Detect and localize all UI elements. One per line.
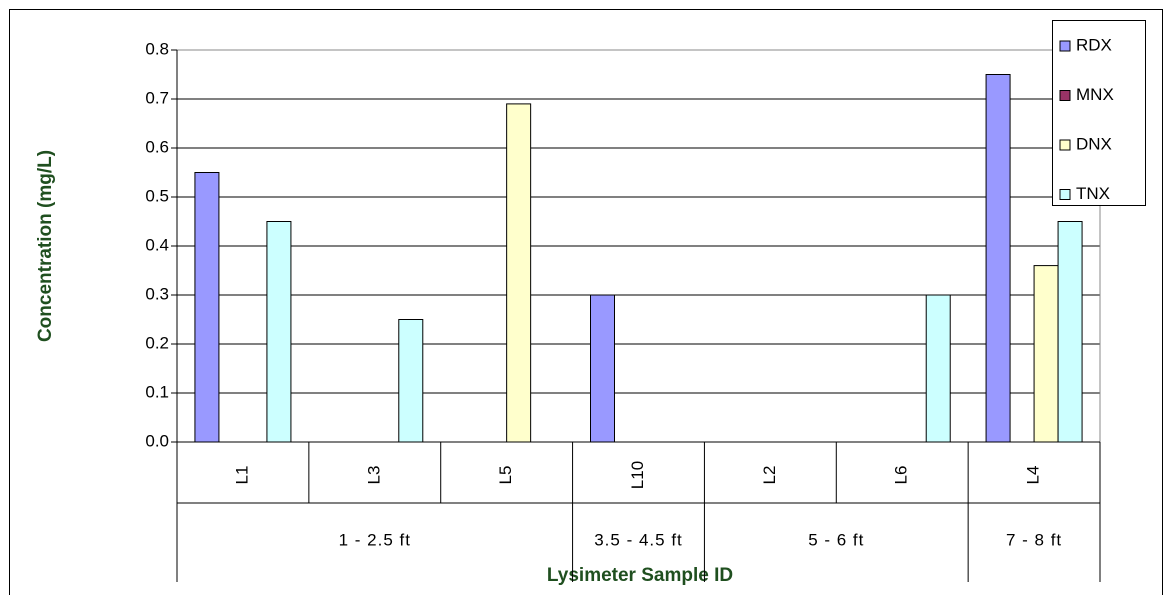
y-tick-label: 0.8 <box>145 39 169 58</box>
x-tick-label: L1 <box>232 466 251 485</box>
bar <box>398 319 424 443</box>
y-tick-label: 0.4 <box>145 235 169 254</box>
y-tick-label: 0.3 <box>145 284 169 303</box>
bar <box>266 221 292 443</box>
bar <box>506 103 532 443</box>
legend-box <box>1052 20 1146 206</box>
legend-label: RDX <box>1076 35 1112 54</box>
y-tick-label: 0.0 <box>145 431 169 450</box>
x-tick-label: L4 <box>1024 466 1043 485</box>
group-label: 5 - 6 ft <box>808 530 864 549</box>
y-tick-label: 0.1 <box>145 382 169 401</box>
bar <box>1057 221 1083 443</box>
group-label: 1 - 2.5 ft <box>339 530 411 549</box>
x-tick-label: L3 <box>364 466 383 485</box>
group-label: 3.5 - 4.5 ft <box>594 530 683 549</box>
bar <box>985 74 1011 443</box>
x-tick-label: L10 <box>628 461 647 489</box>
x-tick-label: L6 <box>892 466 911 485</box>
y-tick-label: 0.2 <box>145 333 169 352</box>
bar <box>590 294 615 443</box>
legend-label: TNX <box>1076 184 1110 203</box>
group-label: 7 - 8 ft <box>1006 530 1062 549</box>
legend-swatch <box>1059 40 1071 52</box>
legend-swatch <box>1059 189 1071 200</box>
y-axis-title: Concentration (mg/L) <box>35 150 56 342</box>
legend-swatch <box>1059 90 1071 101</box>
x-tick-label: L2 <box>760 466 779 485</box>
y-tick-label: 0.7 <box>145 88 169 107</box>
bar <box>925 294 951 443</box>
y-tick-label: 0.5 <box>145 186 169 205</box>
legend-swatch <box>1059 139 1071 151</box>
bar <box>194 172 220 443</box>
x-tick-label: L5 <box>496 466 515 485</box>
legend-label: DNX <box>1076 134 1112 153</box>
x-axis-title: Lysimeter Sample ID <box>547 565 733 586</box>
legend-label: MNX <box>1076 85 1114 104</box>
bar <box>1033 265 1059 443</box>
y-tick-label: 0.6 <box>145 137 169 156</box>
